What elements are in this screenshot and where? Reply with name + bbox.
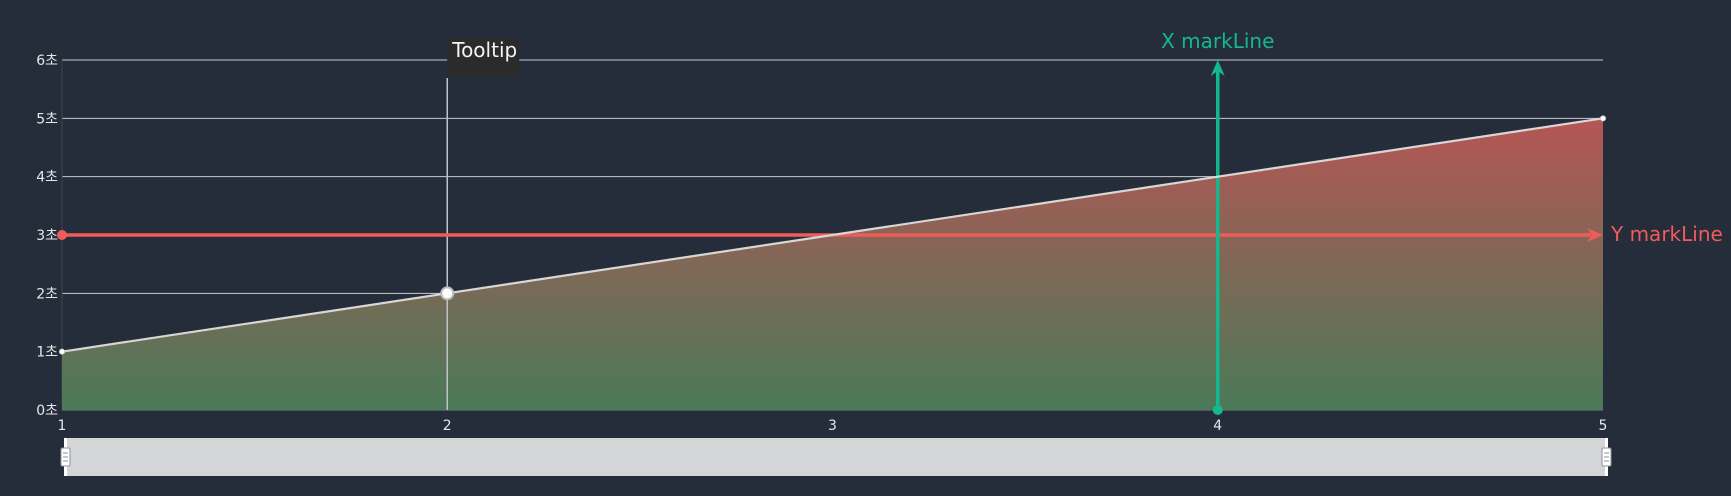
- y-markline-arrow-icon: [1587, 228, 1603, 242]
- x-markline-start-dot: [1212, 405, 1223, 415]
- tooltip-background: [447, 38, 520, 76]
- data-point: [59, 348, 65, 355]
- y-tick-label: 4초: [36, 170, 58, 186]
- y-markline-start-dot: [57, 230, 67, 240]
- data-zoom-left-handle[interactable]: [60, 438, 71, 476]
- data-zoom-slider[interactable]: [60, 438, 1612, 476]
- y-tick-label: 6초: [36, 53, 58, 69]
- x-tick-label: 3: [828, 418, 837, 434]
- tooltip-label: Tooltip: [451, 38, 517, 62]
- y-tick-label: 2초: [36, 286, 58, 302]
- series-points: [59, 115, 1606, 355]
- y-axis-labels: 0초 1초 2초 3초 4초 5초 6초: [36, 53, 58, 419]
- series-area: [62, 118, 1603, 410]
- x-markline-arrow-icon: [1210, 60, 1225, 76]
- data-point: [1600, 115, 1606, 122]
- highlighted-data-point[interactable]: [440, 286, 455, 301]
- y-markline-label: Y markLine: [1610, 222, 1723, 246]
- x-axis-labels: 1 2 3 4 5: [58, 418, 1608, 434]
- x-tick-label: 1: [58, 418, 67, 434]
- x-tick-label: 4: [1213, 418, 1222, 434]
- y-tick-label: 0초: [36, 403, 58, 419]
- x-tick-label: 2: [443, 418, 452, 434]
- tooltip: Tooltip: [447, 38, 520, 76]
- data-zoom-right-handle[interactable]: [1601, 438, 1612, 476]
- data-zoom-track[interactable]: [66, 438, 1605, 476]
- y-tick-label: 1초: [36, 345, 58, 361]
- x-markline-label: X markLine: [1161, 29, 1274, 53]
- y-tick-label: 3초: [36, 228, 58, 244]
- series-line: [61, 117, 1604, 353]
- y-tick-label: 5초: [36, 111, 58, 127]
- x-tick-label: 5: [1599, 418, 1608, 434]
